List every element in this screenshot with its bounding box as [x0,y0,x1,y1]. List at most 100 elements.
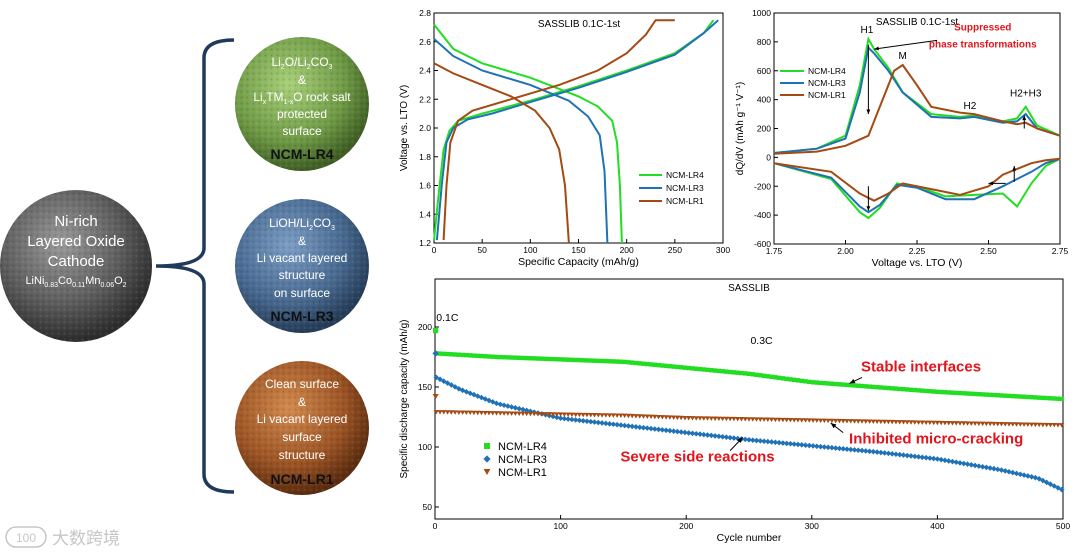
data-point [743,371,747,375]
y-tick-label: 400 [757,95,771,105]
data-point [796,378,800,382]
data-point [464,353,468,357]
data-point [939,390,943,394]
data-point [890,386,894,390]
y-tick-label: 100 [418,442,432,452]
data-point [969,392,973,396]
series-line-discharge-ncm-lr3 [434,39,607,243]
overview-panel: Ni-rich Layered Oxide Cathode LiNi0.83Co… [0,37,369,548]
legend-label: NCM-LR3 [498,454,547,466]
data-point [882,386,886,390]
x-tick-label: 200 [620,245,634,255]
data-point [1037,395,1041,399]
arrow-suppressed [874,40,937,49]
sphere-ncm-lr3: LiOH/Li2CO3 & Li vacant layered structur… [235,199,369,333]
x-tick-label: 0 [432,245,437,255]
data-point [1029,395,1033,399]
data-point [528,356,532,360]
y-axis-label: dQ/dV (mAh g⁻¹ V⁻¹) [735,82,746,175]
arrow-h1-down-head [866,109,870,114]
legend-label: NCM-LR4 [498,441,547,453]
data-point [954,391,958,395]
data-point [1044,396,1048,400]
data-point [476,354,480,358]
data-point [1022,395,1026,399]
data-point [1026,395,1030,399]
series-line-charge-ncm-lr3 [437,20,718,240]
y-tick-label: 2.2 [419,94,431,104]
data-point [513,355,517,359]
data-point [1018,394,1022,398]
series-line-charge-ncm-lr1 [444,20,675,240]
data-point [705,368,709,372]
data-point [675,365,679,369]
sphere-ncm-lr4: Li2O/Li2CO3 & LixTM1-xO rock salt protec… [235,37,369,171]
annotation-0-3c: 0.3C [750,335,773,347]
data-point [566,357,570,361]
data-point [1052,396,1056,400]
data-point [551,357,555,361]
lr4-line4: protected [277,107,327,121]
data-point [562,357,566,361]
y-tick-label: 50 [423,502,433,512]
data-point [852,383,856,387]
lr3-line5: on surface [274,286,330,300]
data-point [894,386,898,390]
data-point [995,393,999,397]
data-point [502,355,506,359]
data-point [845,383,849,387]
data-point [611,359,615,363]
data-point [830,382,834,386]
annotation-inhibited-cracking: Inhibited micro-cracking [849,430,1023,447]
x-tick-label: 0 [433,521,438,531]
y-tick-label: 2.4 [419,66,431,76]
annotation-suppressed-line2: phase transformations [929,40,1037,51]
x-tick-label: 300 [805,521,819,531]
data-point [841,382,845,386]
annotation-h1: H1 [861,25,874,36]
data-point [604,359,608,363]
series-line-discharge-ncm-lr1 [434,63,569,243]
annotation-severe-side-reactions: Severe side reactions [620,448,774,465]
legend-marker [483,455,490,462]
data-point [600,359,604,363]
x-tick-label: 200 [679,521,693,531]
data-point [622,360,626,364]
data-point [758,373,762,377]
y-tick-label: -600 [754,239,771,249]
annotation-suppressed-line1: Suppressed [954,22,1011,33]
series-line-charge-ncm-lr3 [774,48,1060,153]
sphere-ncm-lr1: Clean surface & Li vacant layered surfac… [235,361,369,495]
data-point [543,357,547,361]
legend-label: NCM-LR1 [808,90,846,100]
data-point [619,360,623,364]
lr4-amp: & [298,73,306,87]
center-line3: Cathode [48,253,105,270]
data-point [962,391,966,395]
data-point [739,371,743,375]
data-point [928,389,932,393]
lr1-amp: & [298,395,306,409]
data-point [864,384,868,388]
x-tick-label: 250 [668,245,682,255]
data-point [766,374,770,378]
data-point [577,358,581,362]
center-line2: Layered Oxide [27,233,125,250]
data-point [1003,393,1007,397]
series-line-discharge-ncm-lr4 [434,25,622,244]
lr1-line4: surface [282,430,322,444]
data-point [668,364,672,368]
data-point [992,393,996,397]
data-point [762,374,766,378]
data-point [1011,394,1015,398]
data-point [1041,396,1045,400]
plot-frame [435,279,1063,519]
data-point [822,381,826,385]
lr1-line3: Li vacant layered [257,412,348,426]
watermark: 100 大数跨境 [6,527,120,548]
y-tick-label: 200 [418,322,432,332]
lr3-line4: structure [279,268,326,282]
data-point [491,355,495,359]
arrow-h2h3-discharge-head [1012,166,1016,171]
